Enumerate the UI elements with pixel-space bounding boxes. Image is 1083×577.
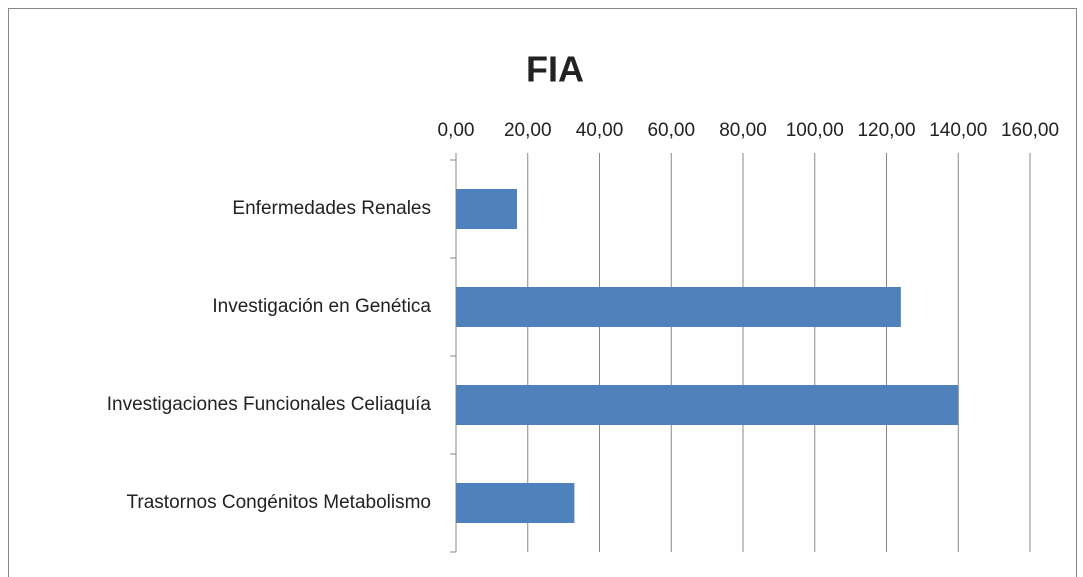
x-tick-label: 140,00 xyxy=(929,120,987,141)
chart-title: FIA xyxy=(526,49,584,90)
x-tick-label: 40,00 xyxy=(576,120,624,141)
x-tick-label: 20,00 xyxy=(504,120,552,141)
bar xyxy=(456,483,575,523)
y-tick-label: Investigaciones Funcionales Celiaquía xyxy=(107,394,432,415)
bar xyxy=(456,189,517,229)
x-tick-label: 120,00 xyxy=(857,120,915,141)
y-tick-label: Enfermedades Renales xyxy=(232,198,431,219)
bar xyxy=(456,385,959,425)
x-tick-label: 60,00 xyxy=(647,120,695,141)
y-tick-label: Trastornos Congénitos Metabolismo xyxy=(127,492,432,513)
x-tick-label: 100,00 xyxy=(786,120,844,141)
x-tick-label: 0,00 xyxy=(438,120,475,141)
x-tick-label: 160,00 xyxy=(1001,120,1059,141)
bar xyxy=(456,287,901,327)
x-tick-label: 80,00 xyxy=(719,120,767,141)
y-tick-label: Investigación en Genética xyxy=(212,296,431,317)
